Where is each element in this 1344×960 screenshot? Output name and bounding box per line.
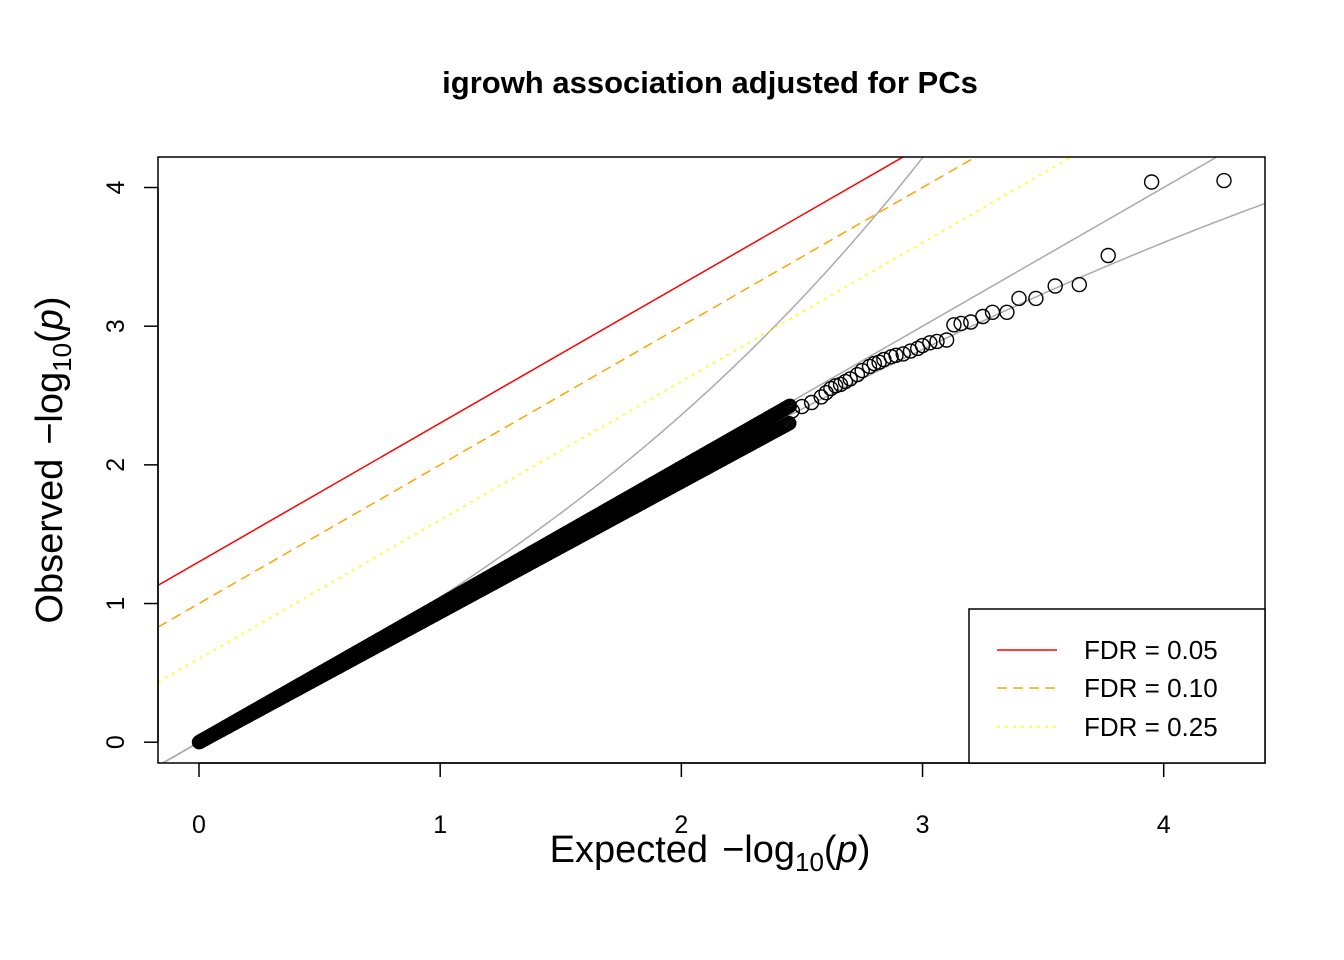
legend-box [968, 608, 1266, 764]
data-point [938, 332, 955, 348]
chart-title: igrowh association adjusted for PCs [442, 65, 978, 100]
data-point [975, 308, 991, 325]
data-point [1071, 276, 1088, 293]
y-tick-label: 0 [102, 735, 130, 749]
fdr-line-2 [158, 157, 1074, 683]
data-point [1028, 290, 1044, 307]
y-tick-label: 4 [102, 180, 130, 194]
x-tick-label: 2 [674, 811, 688, 839]
data-point [1100, 247, 1116, 264]
data-point [929, 333, 945, 350]
x-tick-label: 0 [192, 811, 206, 839]
data-point [1047, 278, 1063, 294]
data-point [1011, 290, 1027, 307]
data-point [1143, 174, 1160, 190]
data-point [849, 367, 866, 383]
data-point [922, 335, 938, 351]
fdr-line-1 [158, 157, 978, 628]
data-point [946, 317, 962, 333]
legend-label-fdr-010: FDR = 0.10 [1084, 673, 1218, 703]
data-point [1216, 172, 1232, 189]
legend-label-fdr-005: FDR = 0.05 [1084, 635, 1218, 665]
data-point [803, 394, 820, 411]
data-point [953, 315, 969, 332]
x-tick-label: 3 [916, 811, 930, 839]
legend-label-fdr-025: FDR = 0.25 [1084, 712, 1218, 742]
data-point [999, 304, 1015, 320]
fdr-threshold-lines [158, 157, 1074, 683]
data-point [854, 362, 870, 379]
x-axis: 0 1 2 3 4 [192, 762, 1171, 839]
x-tick-label: 4 [1157, 811, 1171, 839]
data-points [191, 172, 1232, 750]
data-point [842, 371, 858, 387]
data-point [888, 347, 904, 363]
x-axis-label: Expected −log10(p) [550, 829, 871, 877]
y-tick-label: 3 [102, 319, 130, 333]
data-point [784, 403, 800, 419]
y-axis-label: Observed−log10(p) [29, 296, 77, 623]
y-axis: 0 1 2 3 4 [102, 180, 159, 749]
y-tick-label: 2 [102, 458, 130, 472]
y-tick-label: 1 [102, 597, 130, 611]
data-point [813, 389, 829, 405]
fdr-line-0 [158, 157, 905, 587]
data-point [895, 346, 911, 362]
data-point [794, 398, 810, 415]
legend: FDR = 0.05 FDR = 0.10 FDR = 0.25 [968, 608, 1266, 764]
x-tick-label: 1 [433, 811, 447, 839]
data-point [914, 337, 931, 354]
